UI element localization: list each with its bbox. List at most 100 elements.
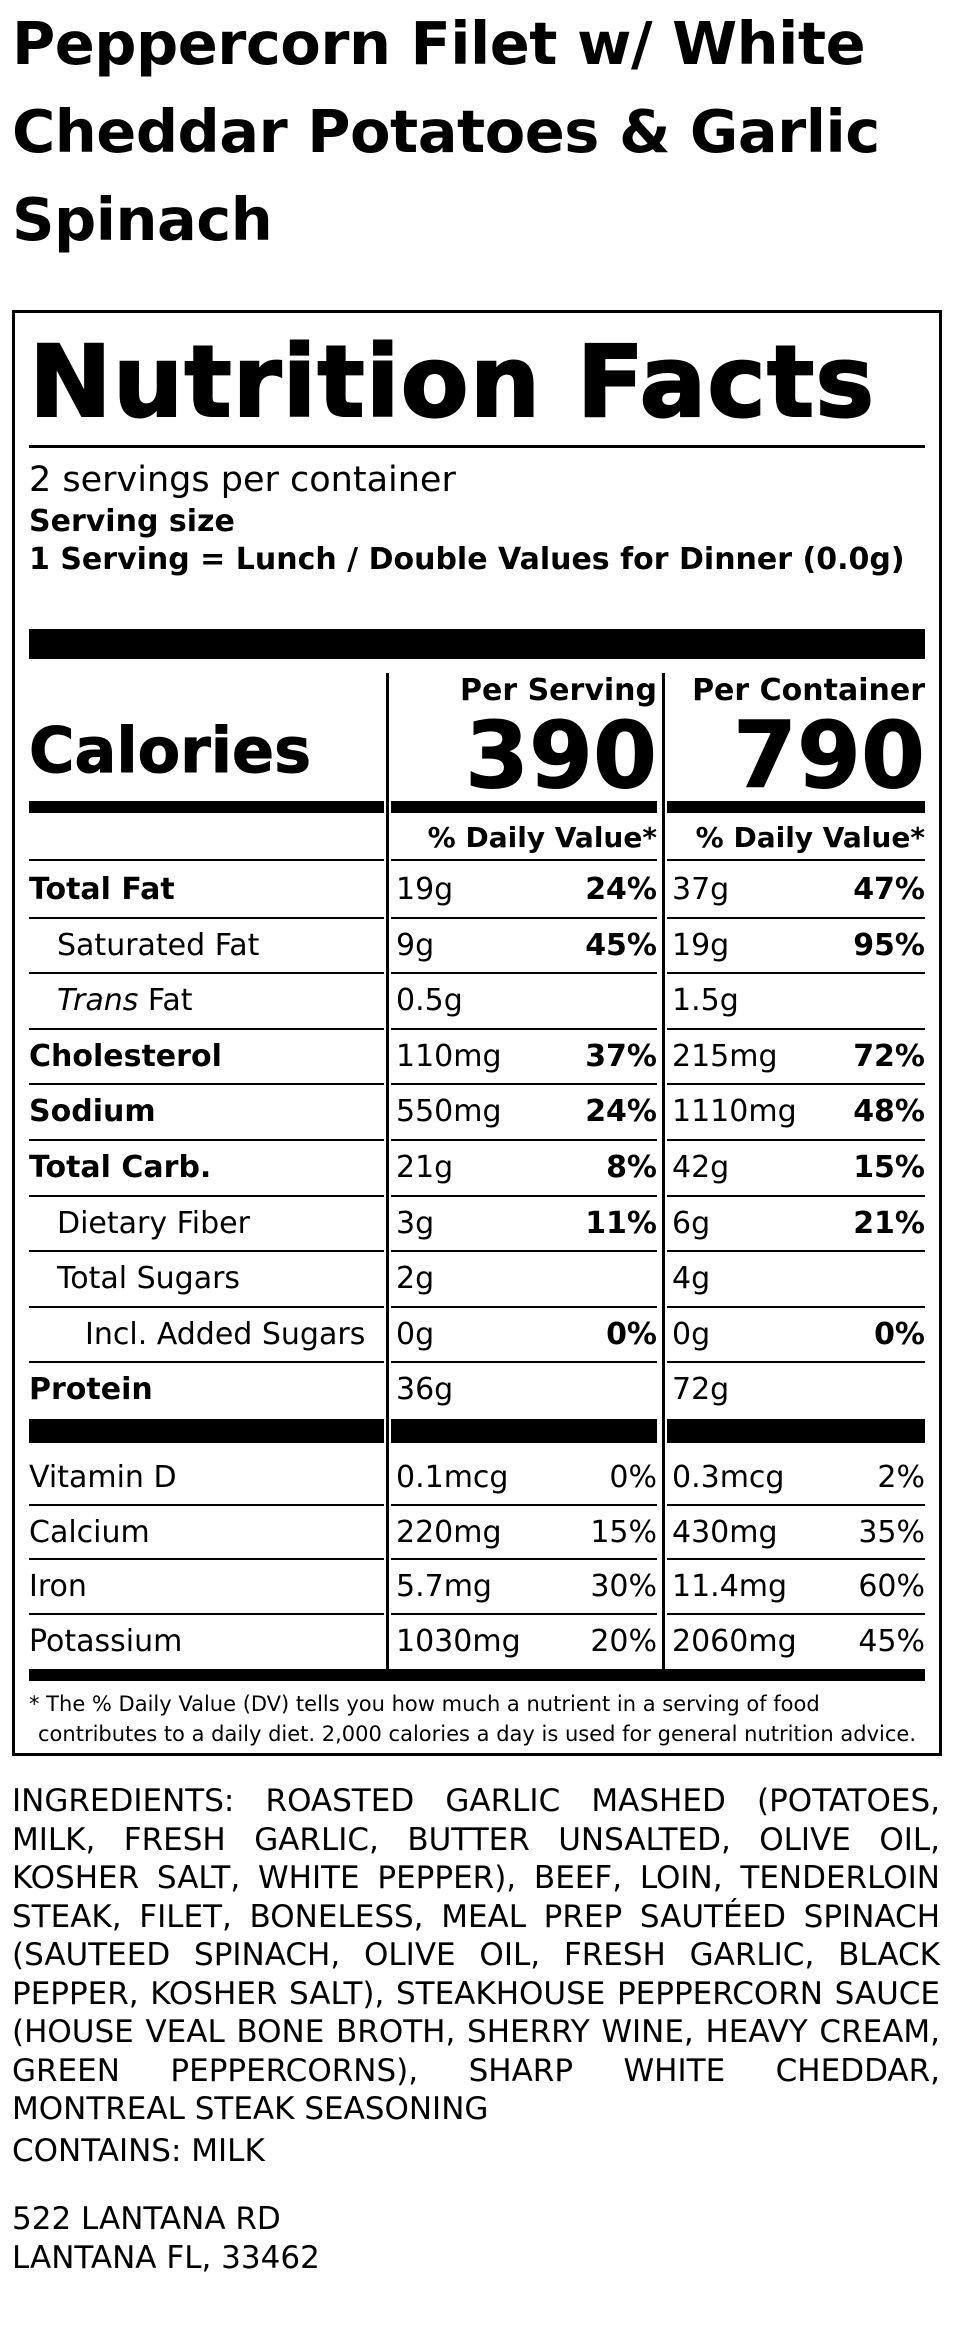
container-amount: 215mg — [672, 1038, 778, 1074]
serving-percent: 24% — [585, 1094, 657, 1130]
row-divider — [29, 1361, 384, 1364]
container-amount: 0g — [672, 1316, 711, 1352]
nutrient-name: Protein — [29, 1362, 153, 1417]
row-divider — [391, 859, 657, 861]
nutrition-facts-label: Nutrition Facts 2 servings per container… — [12, 310, 942, 1756]
serving-amount: 0.5g — [396, 983, 463, 1019]
serving-percent: 0% — [606, 1316, 657, 1352]
serving-percent: 11% — [585, 1205, 657, 1241]
container-amount: 0.3mcg — [672, 1460, 785, 1495]
container-amount: 11.4mg — [672, 1569, 788, 1604]
row-divider — [29, 1612, 384, 1615]
serving-percent: 8% — [606, 1150, 657, 1185]
container-percent: 15% — [853, 1150, 925, 1185]
nutrient-name: Trans Fat — [57, 973, 193, 1028]
vitamin-bar-left — [29, 1419, 384, 1443]
container-percent: 35% — [858, 1514, 925, 1550]
serving-amount: 1030mg — [396, 1623, 521, 1659]
nutrient-name: Incl. Added Sugars — [85, 1307, 365, 1362]
servings-per-container: 2 servings per container — [29, 460, 456, 500]
per-container-header: Per Container — [692, 673, 925, 708]
dv-header-container: % Daily Value* — [695, 821, 925, 854]
column-divider-left — [386, 673, 389, 1673]
nutrient-name-text: Fat — [138, 983, 193, 1019]
row-divider — [667, 972, 925, 975]
vitamin-name: Calcium — [29, 1514, 150, 1550]
product-title: Peppercorn Filet w/ White Cheddar Potato… — [12, 9, 880, 254]
serving-percent: 45% — [585, 927, 657, 963]
calories-bar-left — [29, 801, 384, 813]
nutrient-name-text: Total Fat — [29, 872, 175, 907]
row-divider — [29, 916, 384, 919]
nutrient-name-italic: Trans — [57, 983, 139, 1019]
footnote-line-2: contributes to a daily diet. 2,000 calor… — [38, 1722, 916, 1746]
container-percent: 21% — [853, 1205, 925, 1241]
row-divider — [29, 1139, 384, 1141]
container-amount: 6g — [672, 1205, 711, 1241]
row-divider — [29, 1194, 384, 1197]
row-divider — [29, 1083, 384, 1086]
serving-size-value: 1 Serving = Lunch / Double Values for Di… — [29, 542, 905, 577]
row-divider — [667, 1250, 925, 1253]
vitamin-bar-right — [667, 1419, 925, 1443]
row-divider — [391, 972, 657, 975]
serving-amount: 110mg — [396, 1038, 502, 1074]
address-line-2: LANTANA FL, 33462 — [12, 2240, 320, 2276]
container-percent: 0% — [874, 1316, 925, 1352]
serving-amount: 550mg — [396, 1094, 502, 1130]
vitamin-name: Iron — [29, 1569, 87, 1604]
nutrient-name: Saturated Fat — [57, 918, 259, 973]
nutrient-name-text: Saturated Fat — [57, 927, 260, 963]
container-percent: 45% — [858, 1623, 925, 1659]
container-percent: 2% — [877, 1460, 925, 1495]
row-divider — [391, 1503, 657, 1506]
container-amount: 1110mg — [672, 1094, 797, 1130]
row-divider — [391, 1305, 657, 1308]
container-percent: 72% — [853, 1038, 925, 1074]
serving-amount: 0g — [396, 1316, 435, 1352]
nutrient-name: Sodium — [29, 1084, 156, 1139]
container-amount: 1.5g — [672, 983, 739, 1019]
per-serving-header: Per Serving — [460, 673, 657, 708]
nutrient-name-text: Sodium — [29, 1094, 156, 1130]
row-divider — [391, 1194, 657, 1197]
row-divider — [667, 1027, 925, 1030]
allergen-statement: CONTAINS: MILK — [12, 2133, 265, 2169]
row-divider — [391, 1083, 657, 1086]
row-divider — [29, 1305, 384, 1308]
container-amount: 430mg — [672, 1514, 778, 1550]
serving-amount: 19g — [396, 872, 454, 907]
container-amount: 37g — [672, 872, 730, 907]
divider-thin — [29, 445, 925, 448]
serving-percent: 20% — [590, 1623, 657, 1659]
serving-amount: 21g — [396, 1150, 454, 1185]
nutrient-name: Cholesterol — [29, 1029, 222, 1084]
nutrient-name-text: Incl. Added Sugars — [85, 1316, 366, 1352]
serving-amount: 0.1mcg — [396, 1460, 509, 1495]
vitamin-name: Vitamin D — [29, 1460, 177, 1495]
vitamin-bar-mid — [391, 1419, 657, 1443]
nutrient-name: Total Carb. — [29, 1140, 211, 1195]
nutrient-name: Total Fat — [29, 862, 175, 917]
row-divider — [29, 1503, 384, 1506]
address: 522 LANTANA RD LANTANA FL, 33462 — [12, 2200, 320, 2278]
ingredients-text: INGREDIENTS: ROASTED GARLIC MASHED (POTA… — [12, 1783, 940, 2127]
row-divider — [29, 1027, 384, 1030]
row-divider — [667, 916, 925, 919]
row-divider — [667, 859, 925, 861]
nutrition-facts-heading: Nutrition Facts — [28, 324, 876, 441]
divider-thick — [29, 629, 925, 659]
serving-amount: 5.7mg — [396, 1569, 492, 1604]
row-divider — [667, 1503, 925, 1506]
calories-per-serving: 390 — [464, 702, 657, 809]
calories-bar-right — [667, 801, 925, 813]
container-amount: 72g — [672, 1372, 730, 1408]
nutrient-name: Total Sugars — [57, 1251, 240, 1306]
column-divider-right — [662, 673, 665, 1673]
row-divider — [667, 1305, 925, 1308]
row-divider — [391, 916, 657, 919]
row-divider — [667, 1361, 925, 1364]
row-divider — [667, 1139, 925, 1141]
nutrient-name-text: Cholesterol — [29, 1038, 222, 1074]
container-amount: 42g — [672, 1150, 730, 1185]
